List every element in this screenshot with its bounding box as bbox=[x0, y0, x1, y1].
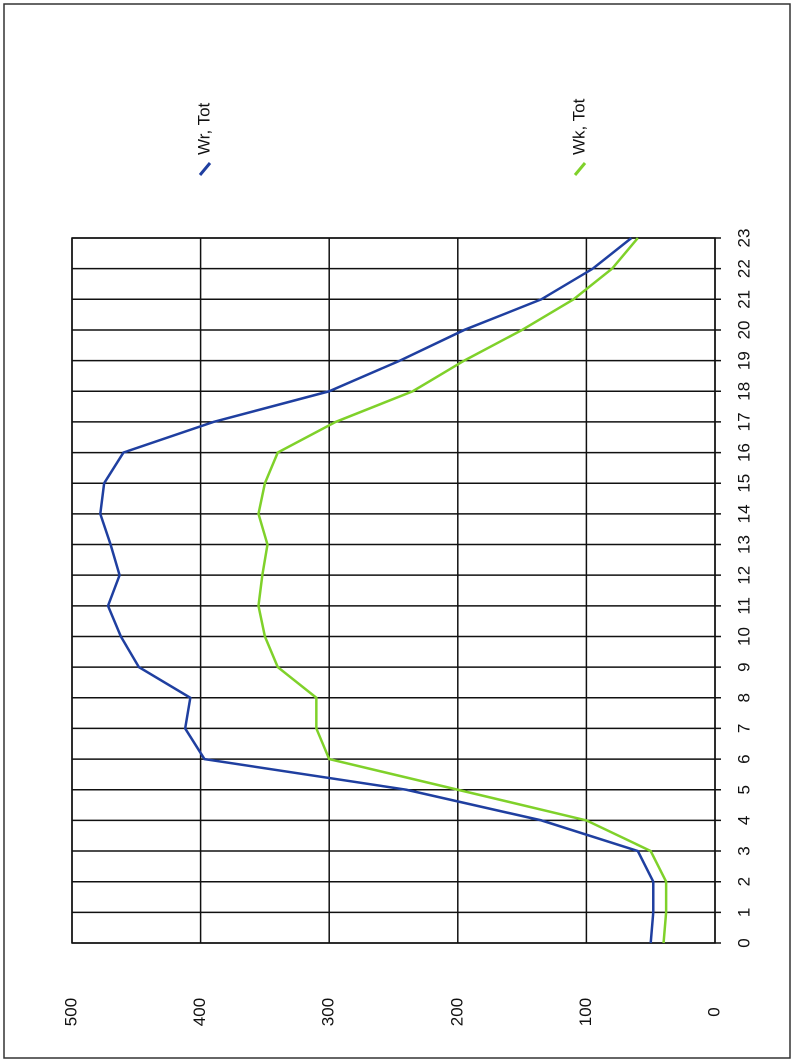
x-tick-label: 20 bbox=[734, 320, 753, 339]
x-tick-label: 23 bbox=[734, 229, 753, 248]
x-tick-label: 18 bbox=[734, 382, 753, 401]
data-line bbox=[99, 237, 655, 944]
y-tick-label: 300 bbox=[319, 998, 338, 1026]
x-tick-label: 1 bbox=[734, 908, 753, 917]
data-line bbox=[257, 237, 668, 944]
x-tick-label: 6 bbox=[734, 754, 753, 763]
x-tick-label: 13 bbox=[734, 535, 753, 554]
x-tick-label: 16 bbox=[734, 443, 753, 462]
y-tick-label: 100 bbox=[576, 998, 595, 1026]
legend-label: Wr, Tot bbox=[194, 102, 213, 155]
x-tick-label: 9 bbox=[734, 662, 753, 671]
legend-label: Wk, Tot bbox=[569, 98, 588, 155]
x-tick-label: 0 bbox=[734, 938, 753, 947]
x-tick-label: 22 bbox=[734, 259, 753, 278]
y-tick-label: 500 bbox=[61, 998, 80, 1026]
x-tick-label: 21 bbox=[734, 290, 753, 309]
x-tick-label: 14 bbox=[734, 504, 753, 523]
legend-swatch bbox=[573, 162, 587, 176]
x-tick-label: 3 bbox=[734, 846, 753, 855]
x-tick-label: 15 bbox=[734, 474, 753, 493]
y-tick-label: 0 bbox=[704, 1007, 723, 1016]
x-tick-label: 8 bbox=[734, 693, 753, 702]
page-frame bbox=[3, 3, 791, 1059]
x-tick-label: 19 bbox=[734, 351, 753, 370]
x-tick-label: 4 bbox=[734, 816, 753, 825]
x-tick-label: 5 bbox=[734, 785, 753, 794]
y-tick-label: 400 bbox=[190, 998, 209, 1026]
x-tick-label: 2 bbox=[734, 877, 753, 886]
x-tick-label: 11 bbox=[734, 597, 753, 615]
x-tick-label: 12 bbox=[734, 566, 753, 585]
x-tick-label: 10 bbox=[734, 627, 753, 646]
legend-swatch bbox=[198, 162, 212, 176]
x-tick-label: 7 bbox=[734, 724, 753, 733]
y-tick-label: 200 bbox=[447, 998, 466, 1026]
x-tick-label: 17 bbox=[734, 412, 753, 431]
plot-area bbox=[71, 237, 716, 944]
